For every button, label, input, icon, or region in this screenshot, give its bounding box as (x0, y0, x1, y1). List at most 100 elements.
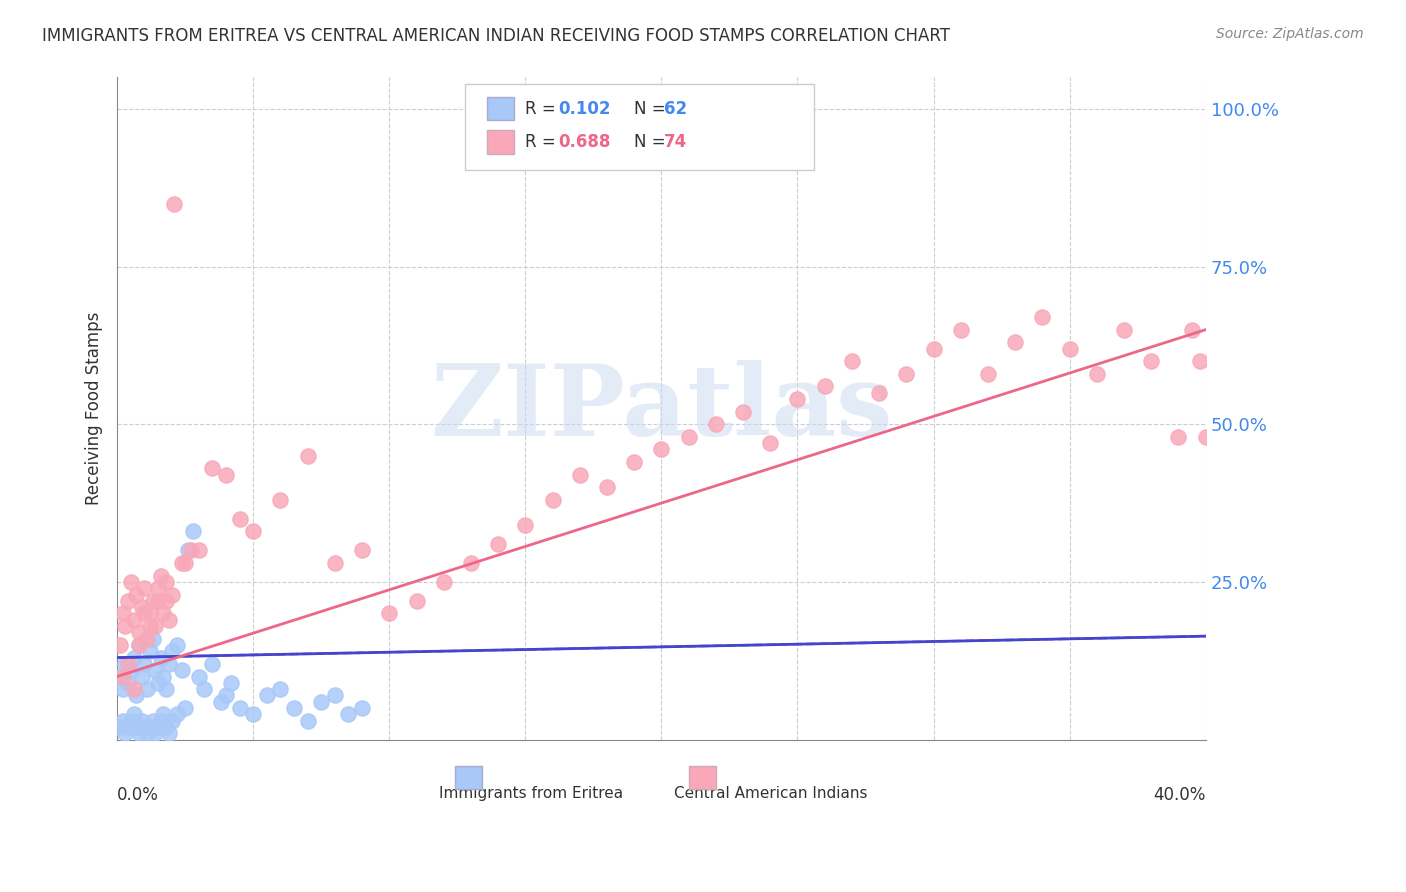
Point (146, 675, 169, 690)
Point (1031, 310, 1053, 324)
Point (623, 455, 645, 469)
Point (172, 556, 194, 570)
Point (209, 695, 232, 709)
Point (134, 720, 156, 734)
Point (152, 669, 174, 683)
Point (187, 543, 209, 558)
Point (949, 323, 972, 337)
FancyBboxPatch shape (488, 97, 515, 120)
Point (183, 524, 205, 539)
FancyBboxPatch shape (454, 766, 482, 789)
Point (160, 714, 183, 728)
Point (1195, 430, 1218, 444)
Y-axis label: Receiving Food Stamps: Receiving Food Stamps (86, 312, 103, 505)
Point (1004, 335, 1026, 350)
Point (215, 689, 238, 703)
FancyBboxPatch shape (488, 130, 515, 153)
Point (122, 650, 145, 665)
Point (433, 574, 456, 589)
Point (269, 682, 291, 697)
Point (155, 594, 177, 608)
Point (180, 543, 202, 558)
Point (108, 720, 131, 734)
Point (114, 726, 136, 740)
Point (146, 581, 169, 595)
Text: 40.0%: 40.0% (1153, 786, 1206, 804)
Point (786, 392, 808, 406)
Text: 62: 62 (664, 100, 686, 118)
Point (1112, 323, 1135, 337)
Text: 0.102: 0.102 (558, 100, 610, 118)
Point (139, 607, 162, 621)
Point (134, 657, 156, 671)
Point (146, 594, 169, 608)
Point (731, 404, 754, 418)
Point (1085, 367, 1108, 381)
Point (704, 417, 727, 432)
Point (155, 720, 177, 734)
Text: 0.0%: 0.0% (117, 786, 159, 804)
Point (311, 695, 333, 709)
Point (111, 669, 134, 683)
Point (596, 480, 619, 494)
FancyBboxPatch shape (465, 84, 814, 170)
Point (193, 682, 215, 697)
Point (128, 638, 150, 652)
Text: 74: 74 (664, 133, 688, 151)
Point (187, 669, 209, 683)
Point (541, 492, 564, 507)
Point (841, 354, 863, 368)
Point (166, 638, 188, 652)
Point (152, 607, 174, 621)
Point (152, 707, 174, 722)
Point (172, 663, 194, 677)
Point (650, 442, 672, 457)
Point (149, 568, 172, 582)
Point (108, 669, 131, 683)
Point (1140, 354, 1163, 368)
Point (111, 714, 134, 728)
Point (163, 196, 186, 211)
Point (117, 675, 139, 690)
Point (352, 543, 374, 558)
Point (134, 607, 156, 621)
Point (460, 556, 482, 570)
Point (323, 689, 346, 703)
Point (117, 720, 139, 734)
Point (269, 492, 291, 507)
Point (215, 467, 238, 482)
Text: Immigrants from Eritrea: Immigrants from Eritrea (439, 786, 623, 801)
Point (256, 689, 278, 703)
Point (160, 588, 183, 602)
Point (297, 714, 319, 728)
Point (157, 726, 180, 740)
Point (759, 436, 782, 450)
Point (242, 524, 264, 539)
Point (139, 720, 162, 734)
Point (134, 581, 156, 595)
Point (143, 619, 166, 633)
Point (1059, 342, 1081, 356)
Point (177, 543, 200, 558)
Point (122, 613, 145, 627)
Point (136, 682, 159, 697)
Point (1181, 323, 1204, 337)
Point (283, 701, 305, 715)
Point (157, 613, 180, 627)
Point (111, 682, 134, 697)
Point (122, 707, 145, 722)
Point (228, 701, 250, 715)
Point (174, 556, 197, 570)
Point (108, 638, 131, 652)
Point (157, 657, 180, 671)
Point (120, 714, 142, 728)
Text: ZIPatlas: ZIPatlas (430, 360, 893, 457)
Point (136, 726, 159, 740)
Point (128, 726, 150, 740)
Point (922, 342, 945, 356)
Point (155, 574, 177, 589)
Point (128, 638, 150, 652)
Point (131, 600, 153, 615)
Point (143, 663, 166, 677)
Point (228, 512, 250, 526)
